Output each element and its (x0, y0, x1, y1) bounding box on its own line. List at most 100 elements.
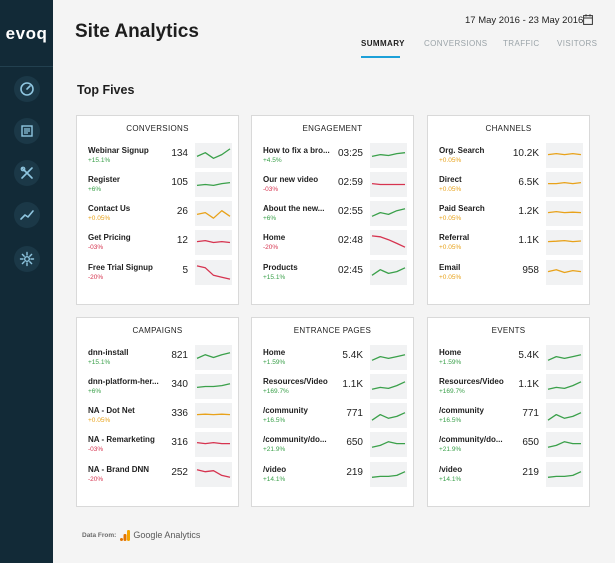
tab-summary[interactable]: SUMMARY (361, 39, 405, 48)
table-row[interactable]: Home +1.59% 5.4K (263, 345, 407, 374)
sparkline (370, 462, 407, 487)
sparkline-chart (371, 235, 406, 248)
row-name: Products (263, 263, 298, 272)
row-name: Free Trial Signup (88, 263, 153, 272)
table-row[interactable]: Get Pricing -03% 12 (88, 230, 232, 259)
sparkline-line (371, 182, 405, 186)
sparkline (546, 403, 583, 428)
sparkline-chart (196, 148, 231, 159)
row-name: dnn-install (88, 348, 129, 357)
table-row[interactable]: Email +0.05% 958 (439, 260, 583, 289)
evoq-logo[interactable]: evoq (5, 24, 48, 43)
row-change: -20% (88, 476, 104, 483)
table-row[interactable]: Home -20% 02:48 (263, 230, 407, 259)
sparkline-chart (547, 441, 581, 448)
table-row[interactable]: NA - Brand DNN -20% 252 (88, 462, 232, 491)
table-row[interactable]: /community/do... +21.9% 650 (439, 432, 583, 461)
sparkline-chart (547, 381, 582, 390)
tab-conversions[interactable]: CONVERSIONS (424, 39, 488, 48)
sparkline-line (371, 354, 406, 361)
row-name: Home (439, 348, 462, 357)
table-row[interactable]: Paid Search +0.05% 1.2K (439, 201, 583, 230)
card-title: ENTRANCE PAGES (293, 326, 372, 335)
table-row[interactable]: /community/do... +21.9% 650 (263, 432, 407, 461)
table-row[interactable]: Products +15.1% 02:45 (263, 260, 407, 289)
table-row[interactable]: /video +14.1% 219 (263, 462, 407, 491)
table-row[interactable]: /community +16.5% 771 (439, 403, 583, 432)
tab-visitors[interactable]: VISITORS (557, 39, 598, 48)
row-value: 6.5K (518, 177, 539, 188)
sidebar-item-settings[interactable] (14, 246, 40, 272)
sparkline (370, 172, 407, 197)
card-campaigns: CAMPAIGNS dnn-install +15.1% 821 dnn-platfor… (76, 317, 239, 507)
row-change: +0.05% (439, 186, 462, 193)
sparkline (195, 462, 232, 487)
content-icon (21, 125, 33, 137)
sparkline-chart (371, 354, 406, 361)
table-row[interactable]: dnn-install +15.1% 821 (88, 345, 232, 374)
table-row[interactable]: Contact Us +0.05% 26 (88, 201, 232, 230)
row-name: /community/do... (439, 435, 503, 444)
date-range[interactable]: 17 May 2016 - 23 May 2016 (465, 15, 584, 26)
row-change: +15.1% (263, 274, 286, 281)
table-row[interactable]: dnn-platform-her... +6% 340 (88, 374, 232, 403)
sparkline (546, 345, 583, 370)
sparkline-chart (371, 441, 405, 448)
sparkline (195, 345, 232, 370)
sidebar-item-tools[interactable] (14, 160, 40, 186)
table-row[interactable]: Resources/Video +169.7% 1.1K (263, 374, 407, 403)
table-row[interactable]: Our new video -03% 02:59 (263, 172, 407, 201)
row-name: NA - Dot Net (88, 406, 135, 415)
sparkline (195, 143, 232, 168)
row-value: 771 (346, 408, 363, 419)
row-name: Resources/Video (263, 377, 328, 386)
sparkline (195, 172, 232, 197)
sparkline-chart (547, 354, 582, 361)
table-row[interactable]: Register +6% 105 (88, 172, 232, 201)
table-row[interactable]: NA - Remarketing -03% 316 (88, 432, 232, 461)
table-row[interactable]: About the new... +6% 02:55 (263, 201, 407, 230)
sparkline-line (547, 239, 582, 243)
table-row[interactable]: How to fix a bro... +4.5% 03:25 (263, 143, 407, 172)
sidebar-item-analytics[interactable] (14, 202, 40, 228)
sidebar-item-dashboard[interactable] (14, 76, 40, 102)
table-row[interactable]: Resources/Video +169.7% 1.1K (439, 374, 583, 403)
table-row[interactable]: Direct +0.05% 6.5K (439, 172, 583, 201)
row-name: Register (88, 175, 121, 184)
sparkline (370, 345, 407, 370)
sparkline (370, 403, 407, 428)
sparkline-line (547, 471, 582, 478)
row-change: +0.05% (439, 215, 462, 222)
card-title: EVENTS (491, 326, 526, 335)
row-value: 105 (171, 177, 188, 188)
row-name: Org. Search (439, 146, 485, 155)
table-row[interactable]: /video +14.1% 219 (439, 462, 583, 491)
row-value: 958 (522, 265, 539, 276)
card-title: CHANNELS (485, 124, 532, 133)
table-row[interactable]: Referral +0.05% 1.1K (439, 230, 583, 259)
sidebar-divider (0, 66, 53, 67)
sparkline-line (196, 181, 231, 187)
sidebar-item-content[interactable] (14, 118, 40, 144)
table-row[interactable]: /community +16.5% 771 (263, 403, 407, 432)
table-row[interactable]: Free Trial Signup -20% 5 (88, 260, 232, 289)
settings-icon (19, 251, 35, 267)
row-value: 316 (171, 437, 188, 448)
sparkline (370, 432, 407, 457)
row-value: 252 (171, 467, 188, 478)
table-row[interactable]: Webinar Signup +15.1% 134 (88, 143, 232, 172)
table-row[interactable]: NA - Dot Net +0.05% 336 (88, 403, 232, 432)
sparkline-line (371, 381, 406, 390)
table-row[interactable]: Home +1.59% 5.4K (439, 345, 583, 374)
card-engagement: ENGAGEMENT How to fix a bro... +4.5% 03:25 O… (251, 115, 414, 305)
row-change: +21.9% (263, 446, 286, 453)
row-change: +15.1% (88, 157, 111, 164)
sparkline-chart (196, 265, 231, 280)
table-row[interactable]: Org. Search +0.05% 10.2K (439, 143, 583, 172)
row-change: +169.7% (439, 388, 465, 395)
row-name: /community/do... (263, 435, 327, 444)
sparkline-chart (371, 152, 406, 158)
row-value: 219 (346, 467, 363, 478)
tab-traffic[interactable]: TRAFFIC (503, 39, 540, 48)
calendar-icon[interactable] (583, 14, 593, 25)
